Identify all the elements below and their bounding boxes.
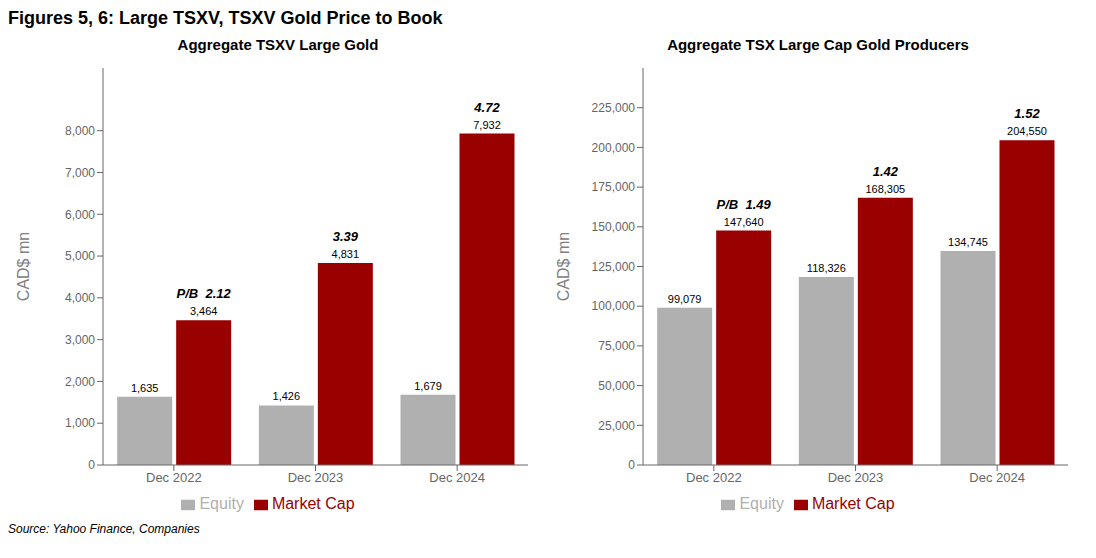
svg-text:204,550: 204,550 xyxy=(1007,125,1047,137)
svg-text:Dec 2023: Dec 2023 xyxy=(828,470,884,485)
svg-text:8,000: 8,000 xyxy=(65,124,95,138)
svg-text:147,640: 147,640 xyxy=(724,216,764,228)
svg-text:2,000: 2,000 xyxy=(65,375,95,389)
svg-text:100,000: 100,000 xyxy=(592,299,636,313)
svg-text:7,932: 7,932 xyxy=(473,119,501,131)
svg-text:3,000: 3,000 xyxy=(65,333,95,347)
html-text:Equity: Equity xyxy=(199,495,244,512)
svg-text:4,831: 4,831 xyxy=(332,248,360,260)
svg-text:Dec 2024: Dec 2024 xyxy=(969,470,1025,485)
svg-text:5,000: 5,000 xyxy=(65,249,95,263)
svg-text:Dec 2024: Dec 2024 xyxy=(429,470,485,485)
svg-text:1,426: 1,426 xyxy=(273,390,301,402)
svg-text:225,000: 225,000 xyxy=(592,101,636,115)
html-text:Aggregate TSXV Large Gold: Aggregate TSXV Large Gold xyxy=(177,36,379,53)
svg-text:6,000: 6,000 xyxy=(65,208,95,222)
html-text:Figures 5, 6: Large TSXV, TSXV: Figures 5, 6: Large TSXV, TSXV Gold Pric… xyxy=(8,8,443,28)
svg-text:75,000: 75,000 xyxy=(598,339,635,353)
svg-text:1,000: 1,000 xyxy=(65,416,95,430)
svg-text:1.52: 1.52 xyxy=(1014,106,1040,121)
html-text:Equity: Equity xyxy=(739,495,784,512)
svg-text:200,000: 200,000 xyxy=(592,141,636,155)
html-text:Source: Yahoo Finance, Compani: Source: Yahoo Finance, Companies xyxy=(8,522,200,536)
svg-text:CAD$ mn: CAD$ mn xyxy=(555,232,572,301)
svg-text:P/B 2.12: P/B 2.12 xyxy=(177,286,232,301)
svg-text:168,305: 168,305 xyxy=(865,183,905,195)
svg-text:3,464: 3,464 xyxy=(190,305,218,317)
svg-text:Dec 2023: Dec 2023 xyxy=(288,470,344,485)
svg-text:Dec 2022: Dec 2022 xyxy=(686,470,742,485)
svg-text:CAD$ mn: CAD$ mn xyxy=(15,232,32,301)
svg-text:50,000: 50,000 xyxy=(598,379,635,393)
svg-text:1.42: 1.42 xyxy=(873,164,899,179)
svg-text:134,745: 134,745 xyxy=(948,236,988,248)
svg-text:25,000: 25,000 xyxy=(598,419,635,433)
svg-text:Dec 2022: Dec 2022 xyxy=(146,470,202,485)
svg-text:1,679: 1,679 xyxy=(414,380,442,392)
svg-text:1,635: 1,635 xyxy=(131,382,159,394)
svg-text:4,000: 4,000 xyxy=(65,291,95,305)
svg-text:150,000: 150,000 xyxy=(592,220,636,234)
html-text:Aggregate TSX Large Cap Gold P: Aggregate TSX Large Cap Gold Producers xyxy=(667,36,969,53)
svg-text:4.72: 4.72 xyxy=(473,100,500,115)
svg-text:0: 0 xyxy=(88,458,95,472)
svg-text:99,079: 99,079 xyxy=(668,293,702,305)
svg-text:P/B 1.49: P/B 1.49 xyxy=(717,197,772,212)
svg-text:0: 0 xyxy=(628,458,635,472)
svg-text:125,000: 125,000 xyxy=(592,260,636,274)
svg-text:118,326: 118,326 xyxy=(807,262,846,274)
svg-text:7,000: 7,000 xyxy=(65,166,95,180)
html-text:Market Cap: Market Cap xyxy=(271,495,355,512)
svg-text:175,000: 175,000 xyxy=(592,180,636,194)
svg-text:3.39: 3.39 xyxy=(333,229,359,244)
html-text:Market Cap: Market Cap xyxy=(811,495,895,512)
